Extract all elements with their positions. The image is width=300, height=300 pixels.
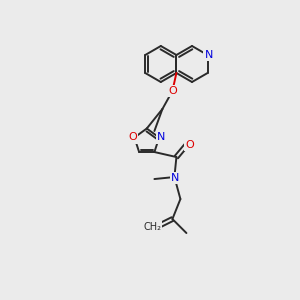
Text: CH₂: CH₂ [143,222,161,232]
Text: N: N [157,133,165,142]
Text: N: N [171,173,180,183]
Text: O: O [185,140,194,150]
Text: O: O [128,133,137,142]
Text: N: N [204,50,213,60]
Text: O: O [168,86,177,96]
